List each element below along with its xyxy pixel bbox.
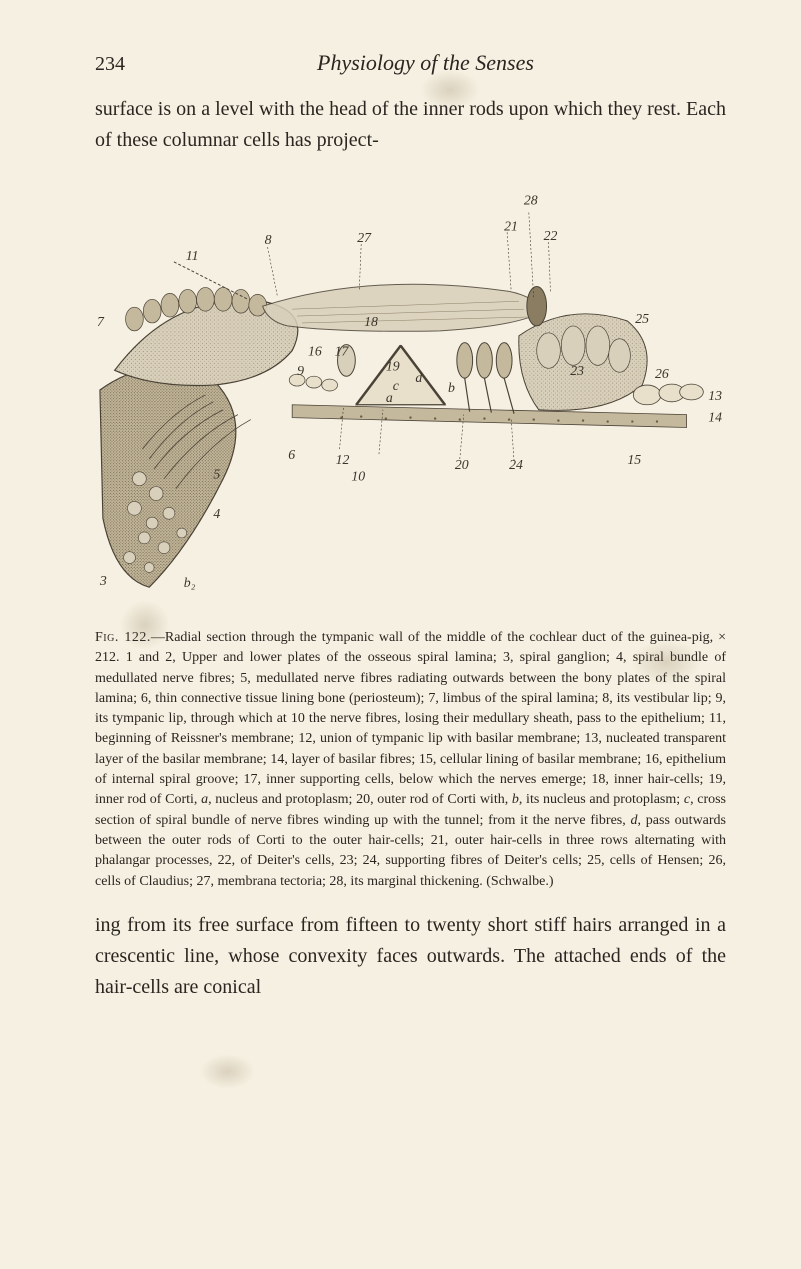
figure-122: 7 11 8 27 18 16 17 9 19 c d a b 21 28 22… bbox=[95, 170, 726, 610]
caption-b: b bbox=[512, 792, 519, 807]
label-c: c bbox=[393, 378, 399, 393]
label-18: 18 bbox=[364, 314, 378, 329]
label-22: 22 bbox=[544, 228, 558, 243]
caption-body2: , nucleus and protoplasm; 20, outer rod … bbox=[208, 792, 512, 807]
label-17: 17 bbox=[335, 343, 350, 358]
label-b2: b₂ bbox=[184, 575, 196, 590]
label-4: 4 bbox=[213, 506, 220, 521]
label-15: 15 bbox=[627, 452, 641, 467]
label-24: 24 bbox=[509, 457, 523, 472]
caption-d: d bbox=[631, 813, 638, 828]
label-6: 6 bbox=[288, 447, 295, 462]
caption-lead: Fig. 122. bbox=[95, 630, 151, 645]
label-23: 23 bbox=[570, 363, 584, 378]
label-8: 8 bbox=[265, 232, 272, 247]
label-7: 7 bbox=[97, 314, 105, 329]
label-20: 20 bbox=[455, 457, 469, 472]
label-a: a bbox=[386, 390, 393, 405]
label-14: 14 bbox=[708, 410, 722, 425]
label-12: 12 bbox=[336, 452, 350, 467]
label-5: 5 bbox=[213, 467, 220, 482]
label-19: 19 bbox=[386, 358, 400, 373]
label-13: 13 bbox=[708, 388, 722, 403]
page-header: 234 Physiology of the Senses bbox=[95, 50, 726, 76]
label-27: 27 bbox=[357, 230, 372, 245]
paragraph-2: ing from its free surface from fifteen t… bbox=[95, 910, 726, 1003]
caption-body: —Radial section through the tympanic wal… bbox=[95, 630, 726, 807]
running-title: Physiology of the Senses bbox=[185, 50, 726, 76]
label-9: 9 bbox=[297, 363, 304, 378]
label-11: 11 bbox=[186, 248, 199, 263]
paragraph-1: surface is on a level with the head of t… bbox=[95, 94, 726, 156]
caption-a: a bbox=[201, 792, 208, 807]
label-3: 3 bbox=[99, 573, 107, 588]
label-26: 26 bbox=[655, 366, 669, 381]
label-21: 21 bbox=[504, 218, 518, 233]
label-b: b bbox=[448, 380, 455, 395]
label-16: 16 bbox=[308, 343, 322, 358]
label-d: d bbox=[415, 370, 422, 385]
label-10: 10 bbox=[351, 469, 365, 484]
page-number: 234 bbox=[95, 53, 125, 76]
caption-body3: , its nucleus and protoplasm; bbox=[519, 792, 684, 807]
figure-svg: 7 11 8 27 18 16 17 9 19 c d a b 21 28 22… bbox=[95, 170, 726, 610]
label-25: 25 bbox=[635, 311, 649, 326]
figure-caption: Fig. 122.—Radial section through the tym… bbox=[95, 628, 726, 892]
label-28: 28 bbox=[524, 193, 538, 208]
